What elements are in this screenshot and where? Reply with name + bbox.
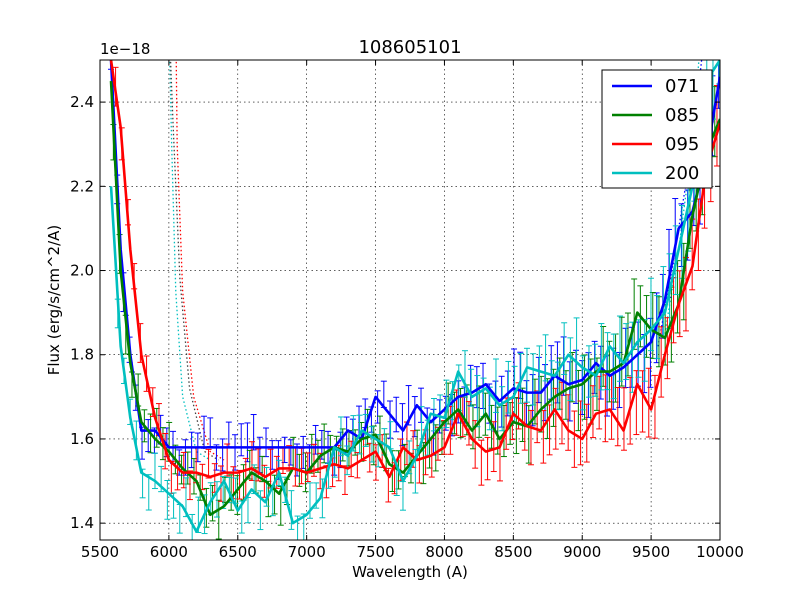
y-tick-label: 2.0: [70, 262, 94, 280]
plot-frame: [99, 59, 721, 541]
legend-label-071: 071: [665, 76, 699, 97]
y-tick-label: 1.6: [70, 430, 94, 448]
x-tick-label: 10000: [696, 543, 744, 561]
x-tick-label: 9000: [563, 543, 601, 561]
x-tick-labels: 5500 6000 6500 7000 7500 8000 8500 9000 9500 1000…: [81, 543, 744, 561]
series-line-085: [109, 80, 720, 517]
series-lines: [109, 60, 720, 533]
x-tick-label: 8500: [494, 543, 532, 561]
x-tick-label: 7500: [356, 543, 394, 561]
x-tick-label: 6000: [150, 543, 188, 561]
dotted-extrapolation-line: [175, 60, 225, 461]
dotted-extrapolation-line: [169, 60, 219, 461]
series-line-200: [109, 60, 720, 533]
x-tick-label: 6500: [219, 543, 257, 561]
x-axis-label: Wavelength (A): [352, 563, 468, 581]
series-line-071: [109, 60, 720, 449]
y-tick-labels: 1.4 1.6 1.8 2.0 2.2 2.4: [70, 93, 94, 532]
legend-label-200: 200: [665, 163, 699, 184]
series-line-095: [109, 60, 720, 479]
y-axis-label: Flux (erg/s/cm^2/A): [45, 225, 63, 376]
legend: 071 085 095 200: [601, 69, 713, 189]
axis-ticks: [99, 60, 721, 540]
y-tick-label: 1.8: [70, 346, 94, 364]
legend-label-085: 085: [665, 105, 699, 126]
dotted-extrapolation-line: [169, 60, 211, 461]
x-tick-label: 8000: [425, 543, 463, 561]
dotted-extrapolations: [169, 60, 703, 461]
y-tick-label: 1.4: [70, 514, 94, 532]
legend-box: [601, 69, 713, 189]
chart-title: 108605101: [358, 37, 461, 58]
x-tick-label: 7000: [288, 543, 326, 561]
y-offset-text: 1e−18: [100, 40, 150, 58]
x-tick-label: 9500: [632, 543, 670, 561]
x-tick-label: 5500: [81, 543, 119, 561]
legend-label-095: 095: [665, 134, 699, 155]
y-tick-label: 2.4: [70, 93, 94, 111]
y-tick-label: 2.2: [70, 177, 94, 195]
